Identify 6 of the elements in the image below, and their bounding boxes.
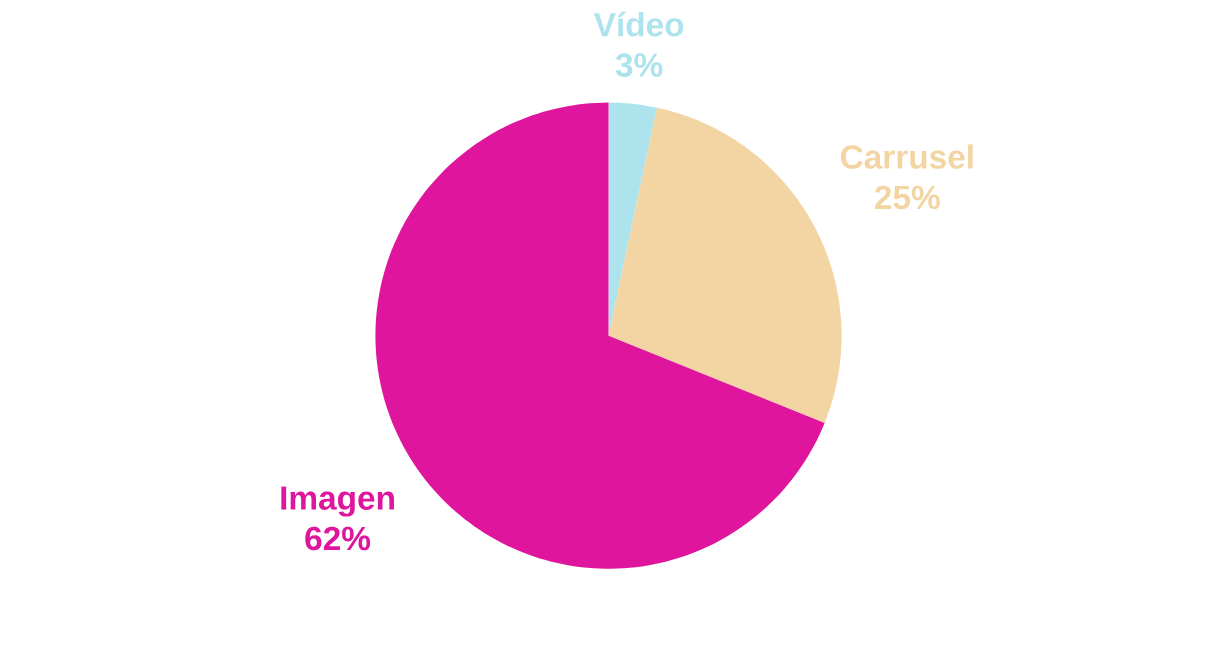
slice-label: Imagen [281, 486, 394, 517]
data-label: 3% [615, 53, 663, 77]
data-label: 25% [875, 185, 940, 210]
slice-label: Carrusel [840, 144, 973, 169]
data-label: 62% [305, 526, 371, 551]
slice-label: Vídeo [593, 11, 684, 37]
